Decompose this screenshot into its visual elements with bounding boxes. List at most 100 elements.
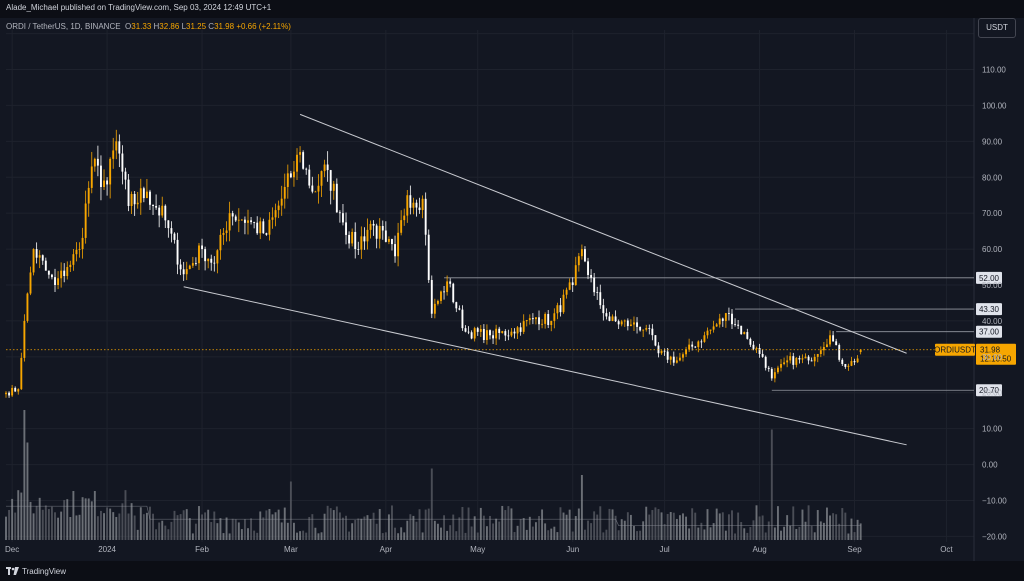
x-tick-label: Aug: [752, 545, 766, 554]
volume-bar: [789, 525, 792, 540]
volume-bar: [770, 429, 773, 540]
volume-bar: [682, 513, 684, 540]
volume-bar: [127, 513, 130, 540]
volume-bar: [8, 509, 11, 540]
candle-body: [5, 392, 7, 395]
candle-body: [406, 195, 409, 216]
y-tick-label: 80.00: [982, 173, 1003, 182]
low-label: L: [181, 22, 187, 31]
candle-body: [743, 332, 746, 335]
candle-body: [822, 347, 825, 351]
volume-bar: [602, 532, 605, 540]
candle-body: [691, 344, 694, 347]
candle-body: [237, 219, 240, 221]
candle-body: [495, 328, 498, 339]
candle-body: [593, 277, 596, 293]
candle-body: [605, 313, 608, 317]
volume-bar: [859, 523, 862, 540]
volume-bar: [590, 523, 593, 540]
candle-body: [489, 330, 491, 336]
candle-body: [675, 360, 678, 363]
candle-body: [847, 365, 850, 367]
volume-bar: [605, 529, 608, 540]
candle-body: [231, 213, 234, 217]
candle-body: [816, 353, 819, 357]
trendlines: [183, 113, 907, 446]
candle-body: [829, 335, 831, 345]
volume-bar: [816, 510, 819, 540]
volume-bar: [801, 509, 804, 540]
volume-bar: [856, 519, 859, 540]
volume-bar: [335, 506, 338, 540]
volume-bar: [727, 514, 730, 540]
candle-body: [440, 291, 442, 301]
candle-body: [629, 324, 632, 327]
volume-bar: [286, 522, 289, 540]
volume-bar: [519, 519, 522, 540]
volume-bar: [66, 499, 69, 540]
volume-bar: [467, 507, 470, 540]
candle-body: [516, 327, 519, 334]
volume-bar: [182, 510, 185, 540]
candle-body: [571, 282, 574, 285]
candle-body: [648, 328, 651, 329]
candle-body: [642, 329, 645, 331]
candle-body: [311, 185, 314, 192]
volume-bar: [492, 523, 495, 540]
volume-bar: [228, 533, 231, 540]
volume-bar: [366, 515, 369, 540]
symbol-legend: ORDI / TetherUS, 1D, BINANCE O31.33 H32.…: [6, 22, 291, 31]
candle-body: [100, 165, 102, 188]
candle-body: [706, 330, 709, 336]
candle-body: [764, 356, 767, 368]
candle-body: [14, 387, 17, 392]
volume-bar: [810, 525, 813, 540]
candle-body: [167, 220, 170, 229]
candle-body: [280, 198, 283, 206]
candle-body: [26, 293, 29, 321]
candle-body: [786, 360, 789, 363]
candle-body: [841, 359, 844, 365]
candle-body: [66, 267, 69, 277]
volume-bar: [158, 522, 161, 540]
volume-bar: [740, 522, 743, 540]
time-axis[interactable]: Dec 2024 Feb Mar Apr May Jun Jul Aug Sep Oct: [5, 545, 953, 554]
currency-button[interactable]: USDT: [978, 18, 1016, 38]
candle-body: [740, 325, 743, 335]
last-price-countdown: 12:10:50: [980, 355, 1012, 364]
volume-bar: [198, 506, 200, 540]
candle-body: [596, 292, 599, 293]
volume-bar: [832, 513, 835, 540]
price-axis[interactable]: 120.00110.00100.0090.0080.0070.0060.0050…: [982, 30, 1007, 542]
candle-body: [345, 222, 347, 235]
volume-bar: [161, 520, 164, 540]
volume-bar: [694, 512, 697, 540]
y-tick-label: 110.00: [982, 66, 1006, 75]
candle-body: [17, 389, 20, 392]
volume-bar: [718, 513, 721, 540]
volume-bar: [72, 491, 75, 540]
candle-body: [118, 141, 121, 154]
candle-body: [50, 274, 53, 278]
candle-body: [651, 328, 654, 336]
volume-bar: [639, 530, 642, 540]
candle-body: [213, 262, 216, 264]
volume-bar: [479, 507, 482, 540]
candle-body: [219, 234, 222, 251]
candle-body: [222, 232, 225, 235]
volume-bar: [188, 518, 191, 540]
candle-body: [357, 249, 360, 250]
candle-body: [32, 249, 35, 273]
volume-bar: [41, 509, 44, 540]
volume-bar: [764, 532, 767, 540]
volume-bar: [299, 531, 302, 540]
level-label-bg: [976, 271, 1002, 284]
volume-bar: [617, 530, 620, 540]
candle-body: [718, 318, 721, 325]
volume-bar: [391, 505, 393, 540]
y-tick-label: −20.00: [982, 532, 1007, 541]
volume-bar: [256, 532, 259, 540]
candle-body: [78, 249, 81, 250]
volume-bar: [194, 523, 197, 540]
